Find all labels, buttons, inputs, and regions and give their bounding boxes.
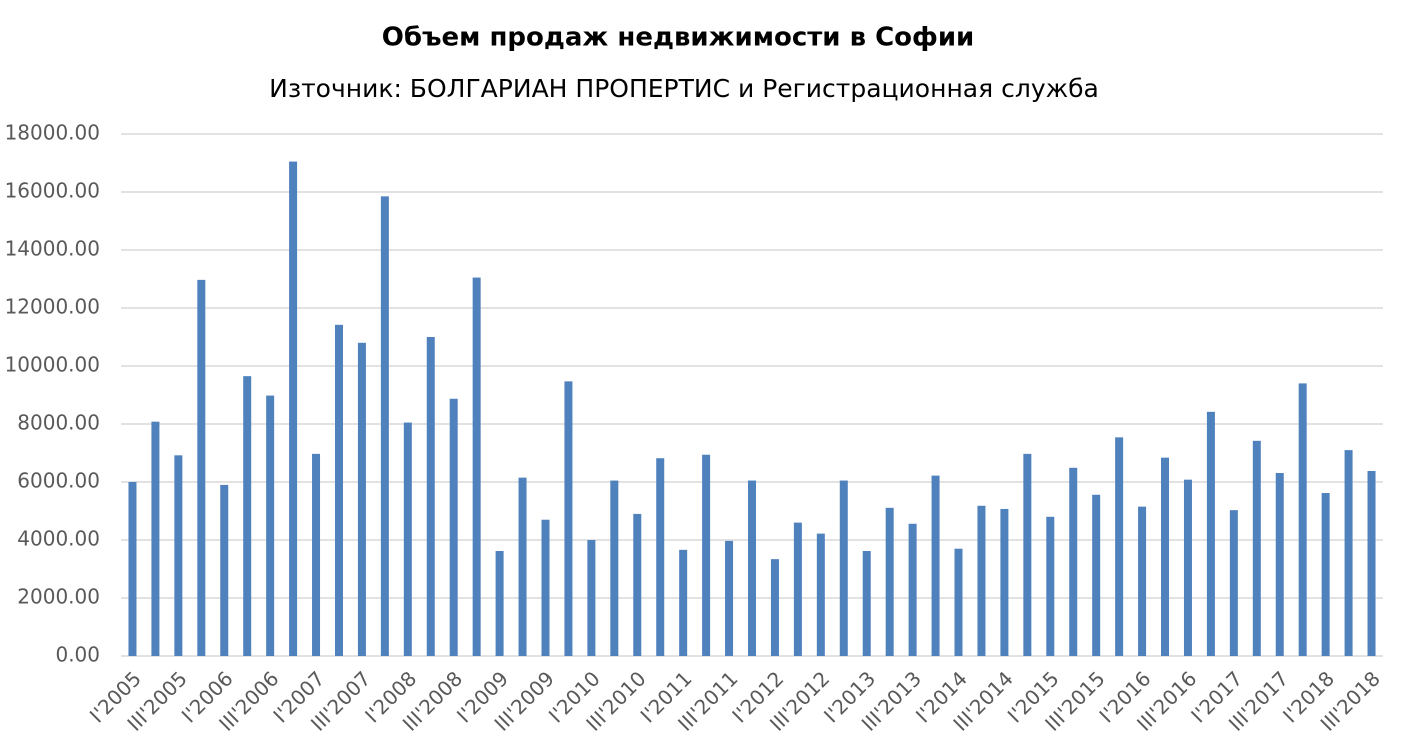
bar bbox=[220, 484, 229, 656]
bar bbox=[656, 458, 665, 656]
bar bbox=[954, 548, 963, 656]
bar bbox=[1252, 440, 1261, 656]
bar bbox=[151, 421, 160, 656]
bar bbox=[839, 480, 848, 656]
bar bbox=[587, 540, 596, 656]
bar bbox=[1275, 473, 1284, 656]
bar bbox=[1321, 493, 1330, 656]
y-tick-label: 10000.00 bbox=[5, 353, 100, 377]
bar bbox=[1069, 467, 1078, 656]
bar bbox=[518, 477, 527, 656]
bar bbox=[1023, 453, 1032, 656]
bar bbox=[357, 342, 366, 656]
bar bbox=[1344, 450, 1353, 656]
bar bbox=[1367, 470, 1376, 656]
y-tick-label: 18000.00 bbox=[5, 121, 100, 145]
bar bbox=[633, 513, 642, 656]
y-tick-label: 16000.00 bbox=[5, 179, 100, 203]
bar bbox=[1206, 411, 1215, 656]
bar bbox=[1115, 437, 1124, 656]
bar bbox=[1000, 508, 1009, 656]
bar bbox=[1092, 494, 1101, 656]
bar bbox=[403, 422, 412, 656]
bar bbox=[426, 337, 435, 656]
bar bbox=[1183, 479, 1192, 656]
y-tick-label: 2000.00 bbox=[17, 585, 100, 609]
bar bbox=[266, 395, 275, 656]
bar bbox=[748, 480, 756, 656]
bar bbox=[449, 398, 458, 656]
bar bbox=[793, 522, 802, 656]
bar bbox=[1161, 457, 1170, 656]
y-tick-label: 0.00 bbox=[55, 643, 100, 667]
bar bbox=[541, 519, 550, 656]
y-tick-label: 12000.00 bbox=[5, 295, 100, 319]
bar bbox=[495, 551, 504, 656]
bar bbox=[702, 454, 711, 656]
bar bbox=[770, 559, 779, 656]
bar bbox=[197, 279, 206, 656]
bar bbox=[1298, 383, 1307, 656]
bar bbox=[243, 376, 252, 656]
bar bbox=[931, 475, 940, 656]
bar bbox=[380, 196, 389, 656]
y-tick-label: 8000.00 bbox=[17, 411, 100, 435]
chart-subtitle: Източник: БОЛГАРИАН ПРОПЕРТИС и Регистра… bbox=[269, 74, 1099, 103]
chart-title: Объем продаж недвижимости в Софии bbox=[382, 23, 975, 53]
bar bbox=[725, 540, 734, 656]
bar bbox=[128, 482, 137, 656]
y-tick-label: 6000.00 bbox=[17, 469, 100, 493]
y-tick-label: 4000.00 bbox=[17, 527, 100, 551]
bar bbox=[862, 551, 871, 656]
bar bbox=[1229, 510, 1238, 656]
bar bbox=[679, 549, 688, 656]
bar bbox=[610, 480, 619, 656]
bar bbox=[289, 161, 298, 657]
bar bbox=[334, 324, 343, 656]
bar bbox=[1046, 516, 1055, 656]
bar bbox=[885, 507, 894, 656]
bar bbox=[564, 381, 573, 656]
y-tick-label: 14000.00 bbox=[5, 237, 100, 261]
bar bbox=[312, 453, 321, 656]
bar bbox=[977, 505, 986, 656]
bar bbox=[908, 523, 917, 656]
bar bbox=[472, 277, 481, 656]
bar bbox=[816, 533, 825, 656]
bar bbox=[1138, 506, 1147, 656]
bar bbox=[174, 455, 183, 656]
